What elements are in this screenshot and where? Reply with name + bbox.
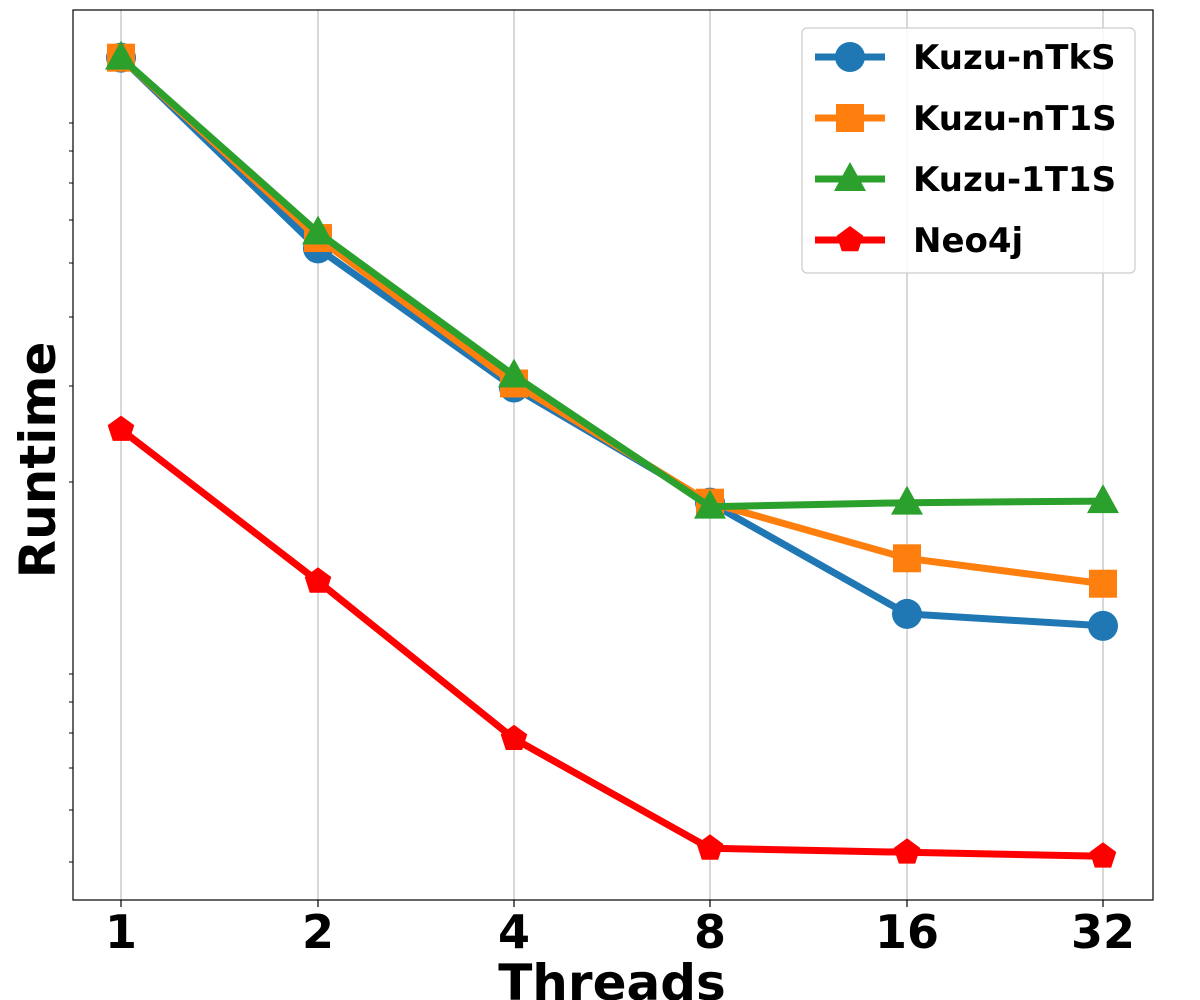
x-axis-ticks: 1 2 4 8 16 32 [105, 900, 1135, 959]
point-neo4j-x16 [893, 838, 921, 864]
point-kuzu-nt1s-x16 [893, 544, 921, 573]
x-tick-label-1: 1 [105, 905, 137, 959]
legend-marker-neo4j [836, 226, 864, 252]
x-axis-title: Threads [498, 954, 726, 1000]
point-neo4j-x8 [696, 834, 724, 860]
point-kuzu-nt1s-x32 [1089, 569, 1117, 598]
point-kuzu-ntks-x16 [892, 598, 922, 629]
legend-label-kuzu-ntks: Kuzu-nTkS [913, 38, 1116, 78]
point-kuzu-1t1s-x2 [302, 215, 334, 245]
legend-marker-kuzu-ntks [835, 42, 865, 72]
point-neo4j-x2 [304, 567, 332, 593]
x-tick-label-16: 16 [875, 905, 939, 959]
point-neo4j-x32 [1089, 842, 1117, 868]
series-layer [105, 40, 1119, 868]
legend: Kuzu-nTkS Kuzu-nT1S Kuzu-1T1S Neo4j [801, 27, 1136, 274]
point-kuzu-1t1s-x4 [498, 358, 530, 388]
point-kuzu-1t1s-x16 [891, 485, 923, 515]
x-tick-label-4: 4 [498, 905, 530, 959]
y-axis-title: Runtime [9, 342, 67, 579]
point-kuzu-ntks-x32 [1088, 610, 1118, 641]
point-neo4j-x4 [500, 724, 528, 750]
x-tick-label-32: 32 [1071, 905, 1135, 959]
point-kuzu-1t1s-x8 [694, 489, 726, 519]
x-tick-label-8: 8 [694, 905, 726, 959]
plot-frame [72, 9, 1154, 901]
point-kuzu-1t1s-x1 [105, 40, 137, 70]
legend-label-kuzu-nt1s: Kuzu-nT1S [913, 99, 1117, 139]
series-line-kuzu-1t1s [117, 54, 1107, 511]
legend-marker-kuzu-1t1s [834, 162, 866, 191]
legend-box [801, 27, 1136, 274]
x-tick-label-2: 2 [302, 905, 334, 959]
legend-label-kuzu-1t1s: Kuzu-1T1S [913, 160, 1116, 200]
series-line-neo4j [117, 426, 1107, 860]
y-axis-ticks [69, 122, 73, 863]
legend-label-neo4j: Neo4j [913, 221, 1023, 261]
legend-marker-kuzu-nt1s [836, 104, 864, 132]
point-kuzu-1t1s-x32 [1087, 484, 1119, 514]
point-neo4j-x1 [107, 415, 135, 441]
